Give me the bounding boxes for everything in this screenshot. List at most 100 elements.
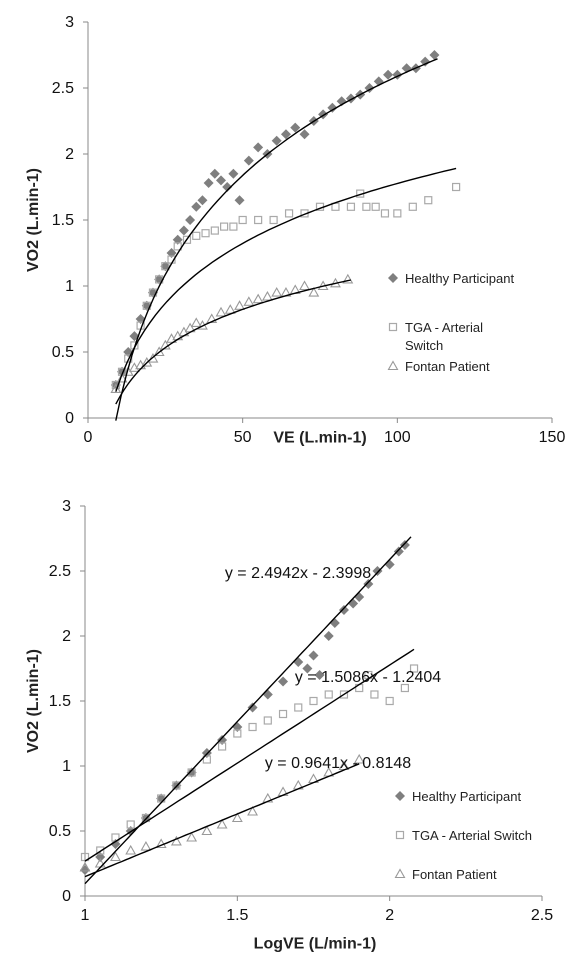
- data-point: [206, 313, 218, 324]
- y-tick-label: 0.5: [52, 344, 74, 361]
- data-point: [247, 805, 259, 816]
- x-tick-label: 1: [81, 907, 90, 924]
- legend-marker: [394, 868, 406, 879]
- data-point: [280, 129, 291, 140]
- data-point: [140, 840, 152, 851]
- scatter-points: [110, 50, 461, 394]
- trendline: [115, 167, 457, 392]
- data-point: [354, 592, 365, 602]
- legend: Healthy Participant TGA - Arterial Switch F…: [387, 271, 514, 374]
- data-point: [380, 209, 390, 218]
- y-tick-label: 2.5: [49, 563, 71, 580]
- legend-label: TGA - Arterial Switch: [412, 828, 532, 843]
- data-point: [370, 690, 379, 699]
- x-axis-title: LogVE (L/min-1): [254, 935, 377, 952]
- data-point: [79, 861, 91, 872]
- data-point: [229, 222, 238, 231]
- data-point: [420, 56, 431, 67]
- data-point: [247, 702, 258, 713]
- data-point: [222, 182, 233, 192]
- chart-ve-vs-vo2: 0 0.5 1 1.5 2 2.5 3 0 50 100 150 VE (L.min-1) VO2…: [25, 14, 566, 446]
- trendlines: [115, 58, 457, 421]
- legend-marker: [395, 830, 405, 840]
- legend-label: Healthy Participant: [405, 271, 514, 286]
- scatter-points: [79, 540, 419, 875]
- data-point: [302, 663, 313, 674]
- legend-marker: [388, 322, 398, 332]
- data-point: [238, 215, 247, 225]
- data-point: [400, 683, 409, 693]
- data-point: [172, 781, 181, 790]
- data-point: [243, 296, 255, 306]
- x-tick-label: 2.5: [531, 907, 553, 924]
- data-point: [339, 690, 349, 699]
- trendline: [84, 763, 360, 878]
- legend-label: Fontan Patient: [405, 359, 490, 374]
- data-point: [185, 215, 196, 225]
- data-point: [261, 290, 273, 301]
- data-point: [429, 50, 440, 60]
- data-point: [234, 300, 246, 310]
- data-point: [278, 676, 289, 687]
- y-tick-label: 2: [62, 628, 71, 645]
- data-point: [372, 566, 383, 576]
- data-point: [299, 129, 310, 140]
- data-point: [384, 559, 395, 570]
- data-point: [290, 122, 301, 133]
- x-tick-label: 0: [84, 429, 93, 446]
- data-point: [125, 844, 137, 855]
- data-point: [159, 339, 171, 350]
- data-point: [135, 359, 147, 370]
- data-point: [308, 650, 319, 661]
- data-point: [186, 767, 197, 778]
- data-point: [209, 168, 220, 179]
- y-tick-label: 0: [65, 410, 74, 427]
- data-point: [324, 690, 333, 699]
- y-tick-label: 1: [65, 278, 74, 295]
- data-point: [170, 835, 182, 846]
- data-point: [110, 851, 121, 862]
- x-tick-label: 100: [384, 429, 411, 446]
- data-point: [161, 262, 170, 271]
- data-point: [385, 696, 394, 706]
- data-point: [216, 175, 227, 186]
- trendline: [84, 648, 415, 862]
- trendline-equation: y = 0.9641x - 0.8148: [265, 755, 411, 772]
- data-point: [147, 352, 159, 363]
- data-point: [346, 202, 356, 211]
- x-tick-label: 2: [385, 907, 394, 924]
- data-point: [263, 716, 272, 725]
- y-axis-title: VO2 (L.min-1): [25, 168, 42, 272]
- data-point: [323, 631, 334, 641]
- trendline: [84, 536, 412, 885]
- data-point: [210, 226, 219, 235]
- trendline: [115, 279, 352, 405]
- data-point: [186, 831, 198, 842]
- data-point: [252, 293, 264, 304]
- data-point: [399, 540, 410, 550]
- data-point: [218, 742, 227, 751]
- y-tick-label: 0: [62, 888, 71, 905]
- trendline-equation: y = 1.5086x - 1.2404: [295, 669, 441, 686]
- x-axis-ticks: 0 50 100 150: [84, 418, 566, 446]
- data-point: [203, 178, 214, 189]
- data-point: [153, 346, 165, 357]
- data-point: [190, 317, 202, 328]
- data-point: [278, 709, 288, 719]
- data-point: [216, 818, 228, 829]
- data-point: [424, 196, 433, 205]
- x-tick-label: 1.5: [226, 907, 248, 924]
- data-point: [309, 696, 318, 706]
- data-point: [342, 273, 354, 284]
- data-point: [166, 248, 177, 258]
- data-point: [269, 215, 278, 225]
- legend-label: Switch: [405, 338, 443, 353]
- data-point: [234, 195, 245, 206]
- x-tick-label: 150: [539, 429, 566, 446]
- data-point: [327, 102, 338, 113]
- x-axis: 0 50 100 150: [84, 417, 566, 446]
- data-point: [308, 286, 320, 297]
- data-point: [294, 703, 303, 712]
- data-point: [253, 142, 264, 153]
- data-point: [233, 729, 242, 738]
